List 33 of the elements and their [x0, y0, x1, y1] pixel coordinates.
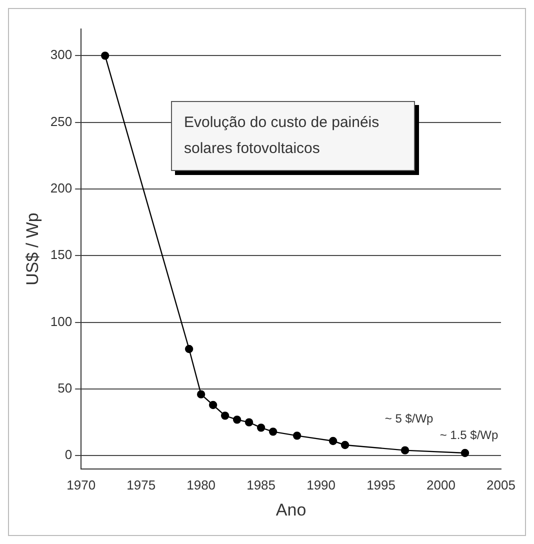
point — [328, 436, 338, 446]
x-tick-label: 1985 — [246, 477, 276, 492]
annotation: ~ 5 $/Wp — [384, 411, 434, 426]
point — [340, 440, 350, 450]
point — [232, 416, 242, 424]
point — [256, 424, 266, 432]
point — [184, 344, 194, 354]
point — [292, 432, 302, 440]
x-axis-title: Ano — [276, 500, 306, 520]
point — [400, 446, 410, 454]
x-tick-label: 2005 — [486, 477, 516, 492]
y-tick-label: 150 — [50, 247, 72, 262]
y-tick-label: 0 — [64, 447, 72, 462]
x-tick-label: 1975 — [126, 477, 156, 492]
point — [268, 428, 278, 436]
x-tick-label: 1970 — [66, 477, 96, 492]
point — [220, 412, 230, 420]
point — [196, 390, 206, 398]
point — [244, 418, 254, 426]
x-tick-label: 2000 — [426, 477, 456, 492]
y-axis-title: US$ / Wp — [22, 212, 42, 286]
x-tick-label: 1990 — [306, 477, 336, 492]
y-tick-label: 50 — [58, 380, 72, 396]
point — [100, 52, 110, 60]
x-tick-label: 1980 — [186, 477, 216, 492]
y-tick-label: 250 — [50, 114, 72, 129]
x-tick-label: 1995 — [366, 477, 396, 492]
point — [460, 448, 470, 458]
annotation: ~ 1.5 $/Wp — [440, 428, 499, 442]
y-tick-label: 300 — [50, 47, 72, 62]
point — [208, 400, 218, 410]
y-tick-label: 100 — [50, 314, 72, 329]
y-tick-label: 200 — [50, 180, 72, 196]
